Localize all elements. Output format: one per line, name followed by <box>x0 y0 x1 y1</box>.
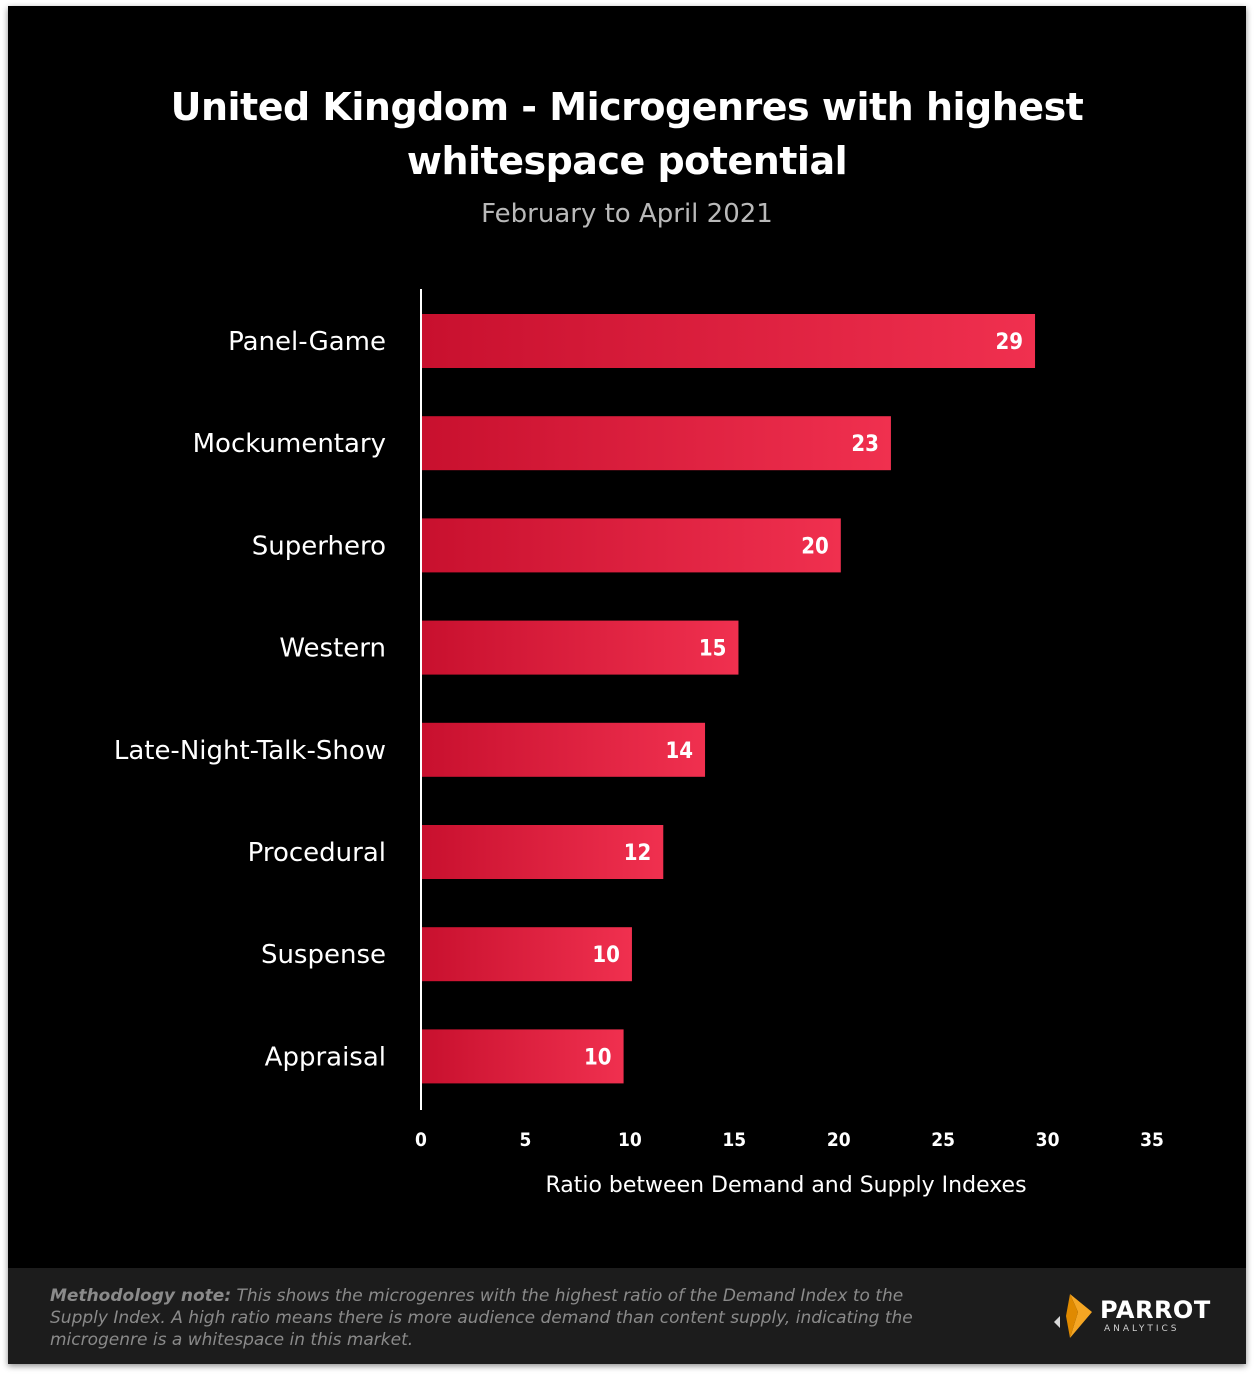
category-label: Panel-Game <box>228 327 386 357</box>
bar <box>421 314 1036 368</box>
x-tick-label: 35 <box>1140 1129 1164 1151</box>
x-tick-label: 15 <box>722 1129 746 1151</box>
chart-title-line-2: whitespace potential <box>406 139 848 183</box>
x-tick-label: 30 <box>1036 1129 1060 1151</box>
category-label: Procedural <box>248 838 386 868</box>
data-label: 23 <box>851 432 879 457</box>
logo-sub: ANALYTICS <box>1104 1324 1180 1334</box>
bar <box>421 1029 624 1084</box>
chart-title: United Kingdom - Microgenres with highes… <box>8 80 1246 188</box>
footer: Methodology note: This shows the microge… <box>8 1268 1246 1364</box>
x-tick-label: 5 <box>519 1129 531 1151</box>
category-label: Western <box>279 634 386 664</box>
category-label: Suspense <box>261 940 386 970</box>
x-axis-title: Ratio between Demand and Supply Indexes <box>545 1173 1026 1198</box>
parrot-analytics-logo: PARROT ANALYTICS <box>1048 1290 1211 1342</box>
data-label: 20 <box>801 534 829 559</box>
methodology-note-label: Methodology note: <box>50 1286 232 1306</box>
logo-name: PARROT <box>1100 1296 1211 1324</box>
methodology-note-text: This shows the microgenres with the high… <box>50 1286 913 1350</box>
bar-chart: Panel-Game 29 Mockumentary 23 Superhero 20 Wes… <box>114 289 1164 1198</box>
data-label: 12 <box>624 841 652 866</box>
chart-title-line-1: United Kingdom - Microgenres with highes… <box>170 85 1084 129</box>
chart-card: United Kingdom - Microgenres with highes… <box>8 6 1246 1364</box>
bar <box>421 416 891 471</box>
x-tick-label: 20 <box>827 1129 851 1151</box>
data-label: 29 <box>995 330 1023 355</box>
methodology-note: Methodology note: This shows the microge… <box>50 1285 950 1351</box>
data-label: 10 <box>592 943 620 968</box>
category-label: Appraisal <box>265 1042 386 1072</box>
category-label: Superhero <box>252 531 386 561</box>
category-label: Late-Night-Talk-Show <box>114 736 386 766</box>
bar <box>421 518 841 573</box>
chart-subtitle: February to April 2021 <box>481 199 773 229</box>
x-tick-label: 0 <box>415 1129 427 1151</box>
bar <box>421 927 632 982</box>
bar <box>421 620 739 675</box>
data-label: 10 <box>584 1045 612 1070</box>
data-label: 15 <box>699 637 727 662</box>
data-label: 14 <box>665 739 693 764</box>
parrot-logo-icon <box>1054 1294 1092 1338</box>
bar <box>421 825 664 879</box>
x-tick-label: 10 <box>618 1129 642 1151</box>
category-label: Mockumentary <box>193 429 386 459</box>
x-tick-label: 25 <box>931 1129 955 1151</box>
bar <box>421 722 706 777</box>
